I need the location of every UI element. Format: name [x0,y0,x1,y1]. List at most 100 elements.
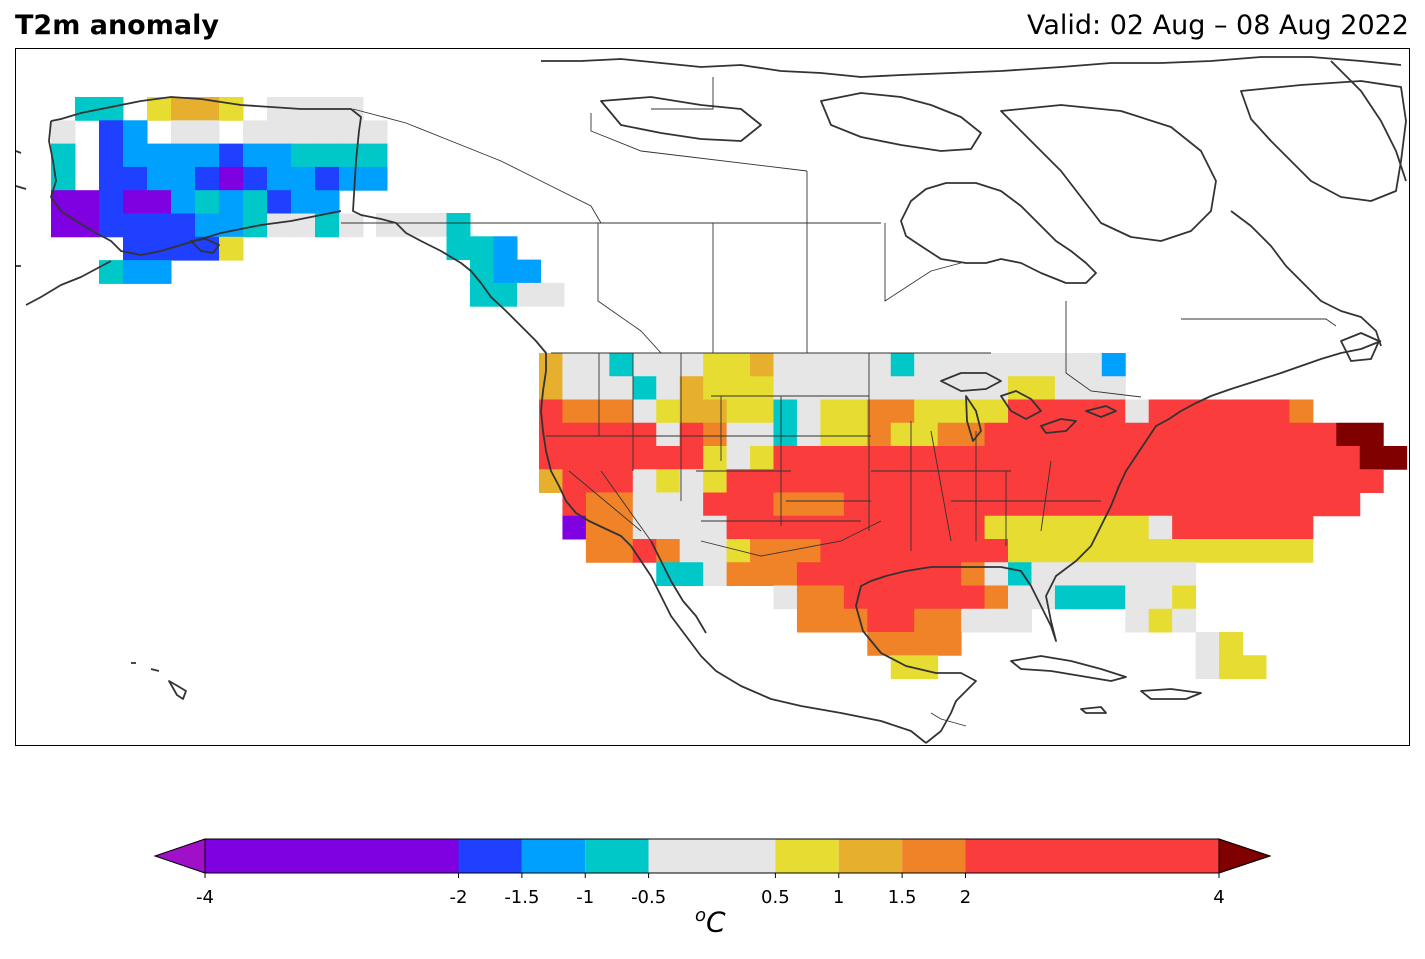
anomaly-cell [1008,585,1032,610]
anomaly-cell [750,515,774,540]
anomaly-cell [1101,446,1126,470]
anomaly-cell [1336,422,1361,447]
anomaly-cell [562,446,587,470]
anomaly-cell [773,376,798,400]
anomaly-cell [1101,585,1126,610]
anomaly-cell [914,376,939,400]
anomaly-cell [1078,562,1103,586]
anomaly-cell [843,515,868,540]
anomaly-cell [1242,446,1267,470]
anomaly-cell [1008,539,1032,563]
anomaly-cell [1289,446,1314,470]
anomaly-cell [1101,539,1126,563]
anomaly-cell [937,562,962,586]
anomaly-cell [1008,492,1032,517]
anomaly-cell [267,166,292,191]
anomaly-cell [1054,376,1079,400]
anomaly-cell [796,353,821,377]
anomaly-cell [243,166,268,191]
anomaly-cell [219,143,244,168]
anomaly-cell [796,539,821,563]
anomaly-cell [843,353,868,377]
anomaly-cell [1148,539,1173,563]
anomaly-cell [562,515,587,540]
anomaly-cell [890,469,915,493]
anomaly-cell [1242,492,1267,517]
anomaly-cell [656,399,681,424]
anomaly-cell [1312,422,1337,447]
anomaly-cell [914,562,939,586]
anomaly-cell [470,236,494,261]
anomaly-cell [1219,446,1243,470]
anomaly-cell [820,608,845,633]
anomaly-cell [585,469,610,493]
anomaly-cell [585,399,610,424]
anomaly-cell [656,446,681,470]
anomaly-cell [1054,492,1079,517]
anomaly-cell [1242,515,1267,540]
anomaly-cell [1359,422,1384,447]
anomaly-cell [339,166,364,191]
anomaly-cell [291,166,316,191]
anomaly-cell [679,562,704,586]
anomaly-cell [147,236,172,261]
anomaly-cell [1031,446,1056,470]
anomaly-cell [171,120,196,145]
anomaly-cell [1148,399,1173,424]
anomaly-cell [540,282,565,307]
anomaly-cell [796,608,821,633]
anomaly-cell [843,422,868,447]
anomaly-cell [171,166,196,191]
anomaly-cell [914,446,939,470]
anomaly-cell [820,422,845,447]
coastlines [16,56,1407,744]
anomaly-cell [867,399,892,424]
anomaly-cell [1219,469,1243,493]
anomaly-cell [171,190,196,214]
anomaly-cell [914,469,939,493]
anomaly-cell [195,166,220,191]
colorbar-tick-label: -4 [196,887,214,908]
anomaly-cell [984,539,1009,563]
anomaly-cell [1125,562,1150,586]
anomaly-cell [376,213,400,237]
anomaly-cell [726,492,751,517]
anomaly-cell [984,515,1009,540]
anomaly-cell [632,446,657,470]
anomaly-cell [773,539,798,563]
anomaly-cell [219,166,244,191]
anomaly-cell [867,539,892,563]
anomaly-cell [796,515,821,540]
anomaly-cell [914,515,939,540]
anomaly-cell [75,97,100,121]
anomaly-cell [1219,539,1243,563]
anomaly-cell [219,213,244,238]
anomaly-cell [843,539,868,563]
anomaly-cell [890,422,915,447]
anomaly-cell [890,515,915,540]
anomaly-cell [820,399,845,424]
anomaly-cell [195,143,220,168]
anomaly-cell [820,376,845,400]
anomaly-cell [1172,562,1197,586]
anomaly-cell [914,585,939,610]
anomaly-cell [267,143,292,168]
anomaly-cell [446,236,471,261]
anomaly-cell [820,492,845,517]
anomaly-cell [562,376,587,400]
anomaly-cell [890,608,915,633]
anomaly-cell [961,469,986,493]
anomaly-cell [1242,469,1267,493]
anomaly-cell [267,213,292,238]
anomaly-cell [1289,422,1314,447]
anomaly-cell [51,213,76,238]
anomaly-cell [867,632,892,656]
anomaly-cell [679,422,704,447]
anomaly-cell [1336,446,1361,470]
anomaly-cell [726,469,751,493]
anomaly-cell [609,353,634,377]
anomaly-cell [937,608,962,633]
anomaly-cell [585,539,610,563]
anomaly-cell [1219,515,1243,540]
anomaly-cell [1101,492,1126,517]
